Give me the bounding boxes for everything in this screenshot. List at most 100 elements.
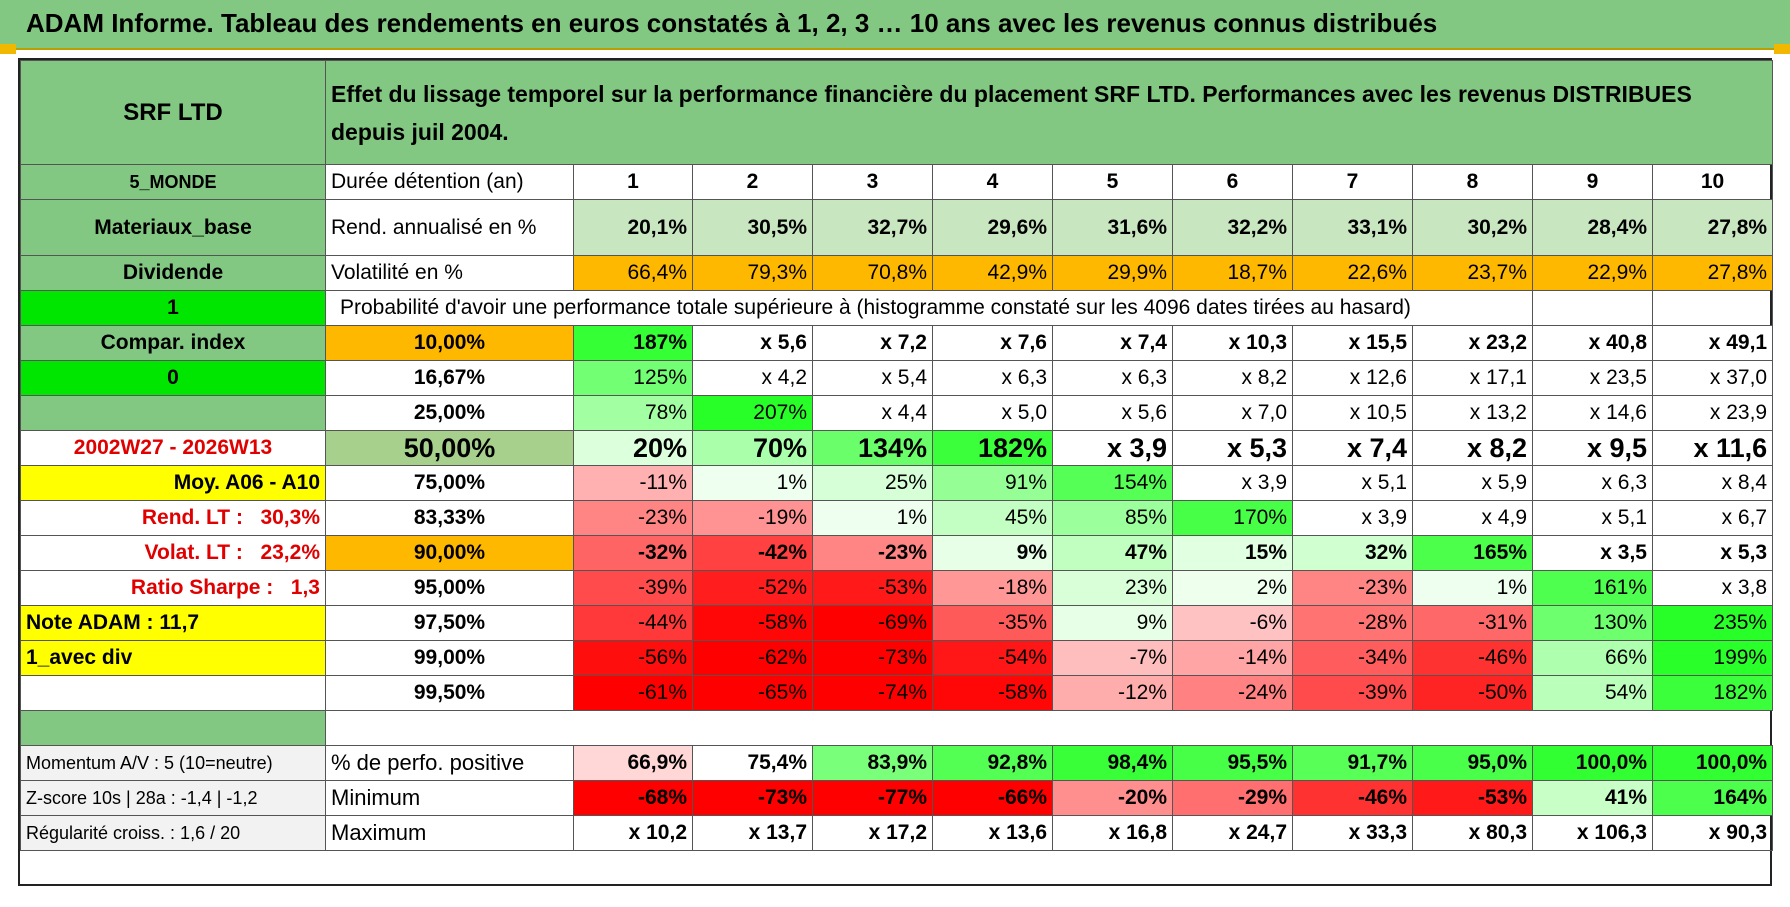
probability-value: x 3,9 (1292, 500, 1413, 536)
table-row: Compar. index 10,00% 187% x 5,6 x 7,2 x 7,6 x … (20, 325, 1774, 361)
probability-value: 187% (573, 325, 693, 361)
volat-lt-label: Volat. LT : (144, 541, 243, 564)
fund-name: SRF LTD (20, 60, 326, 165)
probability-value: -58% (692, 605, 813, 641)
table-row: Moy. A06 - A10 75,00% -11% 1% 25% 91% 154% x 3,… (20, 465, 1774, 501)
probability-value: x 6,3 (932, 360, 1053, 396)
min-label: Minimum (325, 780, 574, 816)
probability-value: x 14,6 (1532, 395, 1653, 431)
probability-value: 9% (1052, 605, 1173, 641)
empty-cell (1532, 290, 1653, 326)
rend-value: 20,1% (573, 199, 693, 256)
probability-value: x 23,2 (1412, 325, 1533, 361)
positive-value: 91,7% (1292, 745, 1413, 781)
max-label: Maximum (325, 815, 574, 851)
positive-value: 92,8% (932, 745, 1053, 781)
probability-value: -34% (1292, 640, 1413, 676)
duration-header: 10 (1651, 164, 1774, 200)
duration-header: 5 (1052, 164, 1173, 200)
probability-value: -7% (1052, 640, 1173, 676)
probability-value: 170% (1172, 500, 1293, 536)
table-row: 5_MONDE Durée détention (an) 1 2 3 4 5 6 7 8 9 10 (20, 164, 1774, 200)
probability-value: x 5,1 (1532, 500, 1653, 536)
table-row: 25,00% 78% 207% x 4,4 x 5,0 x 5,6 x 7,0 x 10,5 x… (20, 395, 1774, 431)
probability-value: -12% (1052, 675, 1173, 711)
regularite-label: Régularité croiss. : 1,6 / 20 (20, 815, 326, 851)
volat-lt: Volat. LT : 23,2% (20, 535, 326, 571)
probability-value: x 5,6 (1052, 395, 1173, 431)
probability-threshold: 75,00% (325, 465, 574, 501)
compare-label: Compar. index (20, 325, 326, 361)
probability-value: 125% (573, 360, 693, 396)
probability-value: -74% (812, 675, 933, 711)
duration-header: 7 (1292, 164, 1413, 200)
empty-cell (20, 675, 326, 711)
probability-value: x 7,6 (932, 325, 1053, 361)
probability-threshold: 97,50% (325, 605, 574, 641)
probability-value: 134% (812, 430, 933, 466)
probability-value: x 7,2 (812, 325, 933, 361)
corner-marker (1774, 44, 1790, 54)
zscore-label: Z-score 10s | 28a : -1,4 | -1,2 (20, 780, 326, 816)
probability-value: 20% (573, 430, 693, 466)
flag-zero: 0 (20, 360, 326, 396)
probability-value: -11% (573, 465, 693, 501)
min-value: -53% (1412, 780, 1533, 816)
vol-value: 66,4% (573, 255, 693, 291)
duration-header: 9 (1532, 164, 1653, 200)
probability-value: 2% (1172, 570, 1293, 606)
probability-value: 182% (1651, 675, 1774, 711)
table-row: 1 Probabilité d'avoir une performance tot… (20, 290, 1774, 326)
min-value: -20% (1052, 780, 1173, 816)
distribution-label: Dividende (20, 255, 326, 291)
probability-value: x 10,5 (1292, 395, 1413, 431)
probability-value: -39% (1292, 675, 1413, 711)
positive-value: 75,4% (692, 745, 813, 781)
probability-value: -65% (692, 675, 813, 711)
duration-header: 4 (932, 164, 1053, 200)
probability-value: -44% (573, 605, 693, 641)
probability-value: 161% (1532, 570, 1653, 606)
rend-lt-label: Rend. LT : (141, 506, 243, 529)
sharpe-label: Ratio Sharpe : (130, 576, 274, 599)
probability-value: x 23,5 (1532, 360, 1653, 396)
vol-value: 22,6% (1292, 255, 1413, 291)
vol-value: 29,9% (1052, 255, 1173, 291)
positive-label: % de perfo. positive (325, 745, 574, 781)
probability-value: x 3,9 (1172, 465, 1293, 501)
probability-value: -19% (692, 500, 813, 536)
table-row: Volat. LT : 23,2% 90,00% -32% -42% -23% 9% 47%… (20, 535, 1774, 571)
probability-value: -14% (1172, 640, 1293, 676)
zone-label: 5_MONDE (20, 164, 326, 200)
table-row: Z-score 10s | 28a : -1,4 | -1,2 Minimum -6… (20, 780, 1774, 816)
vol-value: 42,9% (932, 255, 1053, 291)
table-row: Rend. LT : 30,3% 83,33% -23% -19% 1% 45% 85% 17… (20, 500, 1774, 536)
title-bar: ADAM Informe. Tableau des rendements en … (0, 0, 1790, 50)
probability-threshold: 99,00% (325, 640, 574, 676)
table-row: SRF LTD Effet du lissage temporel sur la … (20, 60, 1774, 165)
probability-value: 9% (932, 535, 1053, 571)
corner-marker (0, 44, 16, 54)
probability-value: 154% (1052, 465, 1173, 501)
min-value: -66% (932, 780, 1053, 816)
probability-value: x 11,6 (1651, 430, 1774, 466)
probability-value: x 37,0 (1651, 360, 1774, 396)
probability-threshold: 16,67% (325, 360, 574, 396)
durations-label: Durée détention (an) (325, 164, 574, 200)
positive-value: 95,5% (1172, 745, 1293, 781)
empty-cell (812, 710, 933, 746)
probability-value: -23% (812, 535, 933, 571)
probability-value: -73% (812, 640, 933, 676)
probability-value: -24% (1172, 675, 1293, 711)
probability-value: -32% (573, 535, 693, 571)
positive-value: 98,4% (1052, 745, 1173, 781)
duration-header: 8 (1412, 164, 1533, 200)
probability-value: x 6,7 (1651, 500, 1774, 536)
probability-value: x 13,2 (1412, 395, 1533, 431)
table-row: Note ADAM : 11,7 97,50% -44% -58% -69% -35% 9%… (20, 605, 1774, 641)
rend-value: 31,6% (1052, 199, 1173, 256)
probability-value: x 12,6 (1292, 360, 1413, 396)
probability-threshold: 90,00% (325, 535, 574, 571)
probability-value: x 8,4 (1651, 465, 1774, 501)
flag-one: 1 (20, 290, 326, 326)
